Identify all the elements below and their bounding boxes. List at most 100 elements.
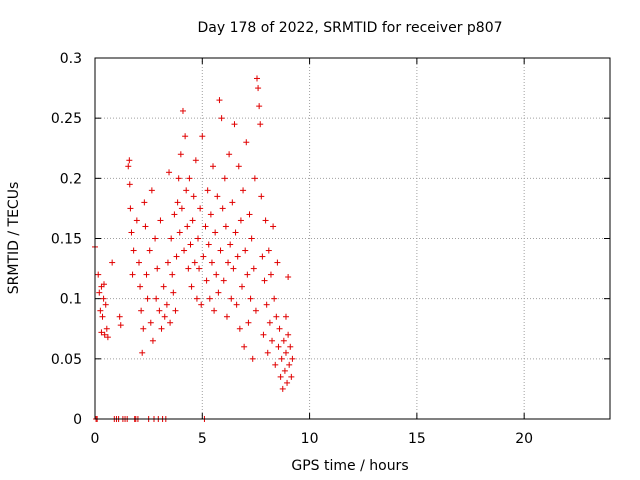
data-point (153, 295, 160, 302)
data-point (285, 331, 292, 338)
data-point (219, 205, 226, 212)
data-point (265, 247, 272, 254)
data-point (276, 325, 283, 332)
data-point (200, 253, 207, 260)
data-point (227, 241, 234, 248)
data-point (158, 325, 165, 332)
data-point (258, 193, 265, 200)
data-point (161, 313, 168, 320)
data-point (175, 175, 182, 182)
data-point (109, 259, 116, 266)
x-tick-label: 10 (301, 431, 319, 447)
data-point (97, 307, 104, 314)
data-point (135, 259, 142, 266)
data-point (193, 295, 200, 302)
data-point (99, 313, 106, 320)
x-tick-label: 5 (198, 431, 207, 447)
data-point (143, 271, 150, 278)
data-point (259, 253, 266, 260)
data-point (245, 319, 252, 326)
data-point (167, 319, 174, 326)
data-point (218, 115, 225, 122)
data-point (238, 283, 245, 290)
data-point (133, 217, 140, 224)
data-point (98, 329, 105, 336)
data-point (240, 187, 247, 194)
data-point (163, 301, 170, 308)
data-point (176, 229, 183, 236)
data-point (188, 283, 195, 290)
data-point (152, 235, 159, 242)
data-point (231, 121, 238, 128)
data-point (199, 133, 206, 140)
data-point (173, 253, 180, 260)
data-point (241, 343, 248, 350)
data-point (250, 265, 257, 272)
data-point (261, 277, 268, 284)
data-point (273, 313, 280, 320)
data-point (179, 107, 186, 114)
data-point (130, 247, 137, 254)
data-point (125, 163, 132, 170)
data-point (252, 307, 259, 314)
data-point (101, 281, 108, 288)
y-tick-label: 0.2 (60, 171, 82, 187)
data-point (215, 289, 222, 296)
data-point (166, 169, 173, 176)
data-point (230, 265, 237, 272)
data-point (154, 265, 161, 272)
data-point (246, 211, 253, 218)
data-points (92, 75, 296, 422)
data-point (205, 241, 212, 248)
data-point (140, 325, 147, 332)
data-point (144, 295, 151, 302)
y-tick-label: 0.15 (51, 232, 82, 248)
data-point (100, 295, 107, 302)
data-point (228, 295, 235, 302)
data-point (242, 247, 249, 254)
data-point (195, 235, 201, 242)
data-point (232, 229, 239, 236)
data-point (248, 235, 255, 242)
data-point (116, 313, 123, 320)
data-point (127, 205, 134, 212)
data-point (177, 151, 184, 158)
data-point (289, 355, 296, 362)
data-point (255, 85, 262, 92)
data-point (160, 283, 167, 290)
data-point (204, 187, 211, 194)
data-point (284, 379, 291, 386)
data-point (254, 75, 261, 82)
data-point (196, 265, 203, 272)
data-point (233, 301, 240, 308)
data-point (288, 373, 295, 380)
chart-title: Day 178 of 2022, SRMTID for receiver p80… (197, 20, 502, 36)
data-point (266, 319, 273, 326)
data-point (96, 289, 103, 296)
data-point (186, 175, 193, 182)
data-point (181, 247, 188, 254)
data-point (104, 334, 111, 341)
data-point (174, 199, 181, 206)
data-point (157, 217, 164, 224)
data-point (213, 271, 220, 278)
data-point (274, 259, 281, 266)
data-point (187, 241, 194, 248)
data-point (191, 259, 198, 266)
data-point (260, 331, 267, 338)
data-point (212, 229, 219, 236)
data-point (278, 355, 285, 362)
data-point (229, 199, 236, 206)
plot-frame (94, 57, 611, 420)
data-point (257, 121, 264, 128)
data-point (126, 181, 133, 188)
data-point (203, 277, 210, 284)
y-tick-label: 0.05 (51, 352, 82, 368)
data-point (272, 361, 279, 368)
data-point (267, 271, 274, 278)
data-point (172, 307, 179, 314)
tick-layer: 0 0.05 0.1 0.15 0.2 0.25 0.3 0 5 10 15 20 (51, 51, 610, 447)
data-point (282, 349, 289, 356)
y-axis-label: SRMTID / TECUs (6, 182, 22, 295)
data-point (102, 301, 109, 308)
